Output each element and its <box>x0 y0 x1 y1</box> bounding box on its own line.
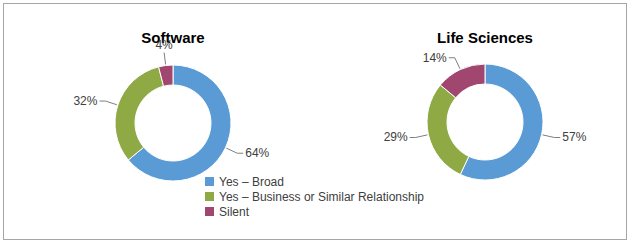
data-label: 64% <box>245 146 269 160</box>
data-label: 32% <box>73 94 97 108</box>
data-labels: 57% 29% 14% <box>384 51 587 145</box>
chart-root: SoftwareYes – BroadYes – Business or Sim… <box>0 0 630 243</box>
slice: Silent <box>159 65 173 86</box>
legend-label: Silent <box>219 205 250 219</box>
slices: Yes – BroadYes – Business or Similar Rel… <box>427 64 543 180</box>
legend-swatch <box>205 177 214 186</box>
slice: Yes – Business or Similar Relationship <box>427 85 469 174</box>
legend-swatch <box>205 192 214 201</box>
leader-line <box>543 135 561 138</box>
chart-svg: SoftwareYes – BroadYes – Business or Sim… <box>0 0 630 243</box>
data-label: 57% <box>562 130 586 144</box>
donut-chart: Life Sciences Yes – BroadYes – Business o… <box>384 29 587 180</box>
legend-swatch <box>205 207 214 216</box>
legend: Yes – BroadYes – Business or Similar Rel… <box>205 175 424 219</box>
data-label: 4% <box>155 38 173 52</box>
chart-title: Life Sciences <box>437 29 533 46</box>
leader-line <box>226 148 243 153</box>
legend-label: Yes – Business or Similar Relationship <box>219 190 424 204</box>
data-label: 14% <box>423 51 447 65</box>
leader-line <box>410 135 428 138</box>
leader-line <box>99 101 116 105</box>
data-label: 29% <box>384 130 408 144</box>
frame <box>4 4 627 240</box>
data-labels: 64% 32% 4% <box>73 38 269 161</box>
leader-line <box>164 53 166 65</box>
donut-chart: Software Yes – BroadYes – Business or Sim… <box>73 29 269 181</box>
slices: Yes – BroadYes – Business or Similar Rel… <box>115 65 231 181</box>
slice: Silent <box>440 64 485 98</box>
chart-title: Software <box>141 29 204 46</box>
slice: Yes – Business or Similar Relationship <box>115 67 164 160</box>
legend-label: Yes – Broad <box>219 175 284 189</box>
leader-line <box>449 58 460 69</box>
